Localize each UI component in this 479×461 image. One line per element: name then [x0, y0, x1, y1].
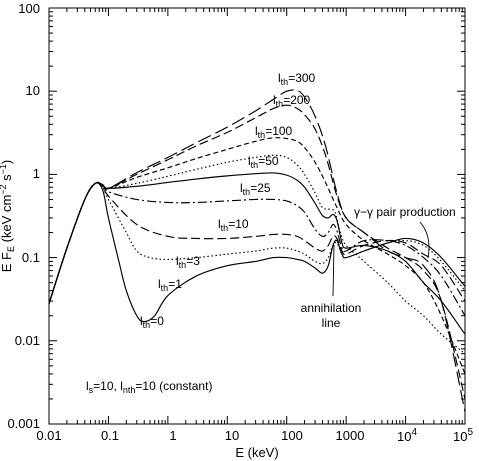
series-line-lth-1	[48, 182, 466, 304]
y-tick-label-0.01: 0.01	[15, 333, 40, 348]
series-label-lth-3: lth=3	[176, 254, 200, 270]
x-tick-label-10: 10	[225, 428, 239, 443]
y-tick-label-1: 1	[33, 166, 40, 181]
label-pointers	[332, 221, 430, 297]
x-tick-label-1e5: 105	[453, 427, 473, 444]
x-axis-title: E (keV)	[235, 445, 278, 460]
series-line-lth-200	[48, 104, 466, 400]
y-tick-label-0.001: 0.001	[7, 416, 40, 431]
x-tick-label-1000: 1000	[336, 428, 365, 443]
series-line-lth-10	[48, 181, 466, 317]
spectrum-curves	[48, 89, 466, 412]
series-line-lth-3	[48, 182, 466, 304]
annihilation-pointer	[332, 244, 335, 297]
y-tick-label-10: 10	[26, 83, 40, 98]
plot-frame	[48, 7, 466, 425]
annihilation-label-line1: annihilation	[301, 301, 362, 315]
series-label-lth-0: lth=0	[140, 314, 164, 330]
series-line-lth-25	[48, 172, 466, 335]
series-label-lth-25: lth=25	[240, 181, 271, 197]
y-axis-title: E FE (keV cm−2 s−1)	[0, 160, 16, 273]
x-tick-label-1: 1	[169, 428, 176, 443]
x-tick-label-0.01: 0.01	[36, 428, 61, 443]
x-tick-labels: 0.01 0.1 1 10 100 1000 104 105	[36, 427, 473, 444]
series-line-lth-0	[48, 182, 466, 323]
series-label-lth-1: lth=1	[158, 277, 182, 293]
pair-production-label: γ−γ pair production	[354, 205, 456, 219]
series-label-lth-100: lth=100	[255, 124, 293, 140]
pair-production-pointer	[419, 221, 430, 259]
series-label-lth-300: lth=300	[278, 71, 316, 87]
series-label-lth-10: lth=10	[218, 217, 249, 233]
x-tick-label-100: 100	[281, 428, 303, 443]
series-label-lth-50: lth=50	[248, 154, 279, 170]
x-tick-label-0.1: 0.1	[101, 428, 119, 443]
model-parameters-annotation: ls=10, lnth=10 (constant)	[86, 379, 212, 395]
y-tick-label-0.1: 0.1	[22, 250, 40, 265]
annihilation-label-line2: line	[322, 316, 341, 330]
series-label-lth-200: lth=200	[273, 93, 311, 109]
y-tick-labels: 0.001 0.01 0.1 1 10 100	[7, 1, 40, 431]
y-tick-label-100: 100	[18, 1, 40, 16]
axis-ticks	[48, 7, 466, 425]
x-tick-label-1e4: 104	[397, 427, 417, 444]
series-labels: lth=300 lth=200 lth=100 lth=50 lth=25 lt…	[140, 71, 316, 330]
